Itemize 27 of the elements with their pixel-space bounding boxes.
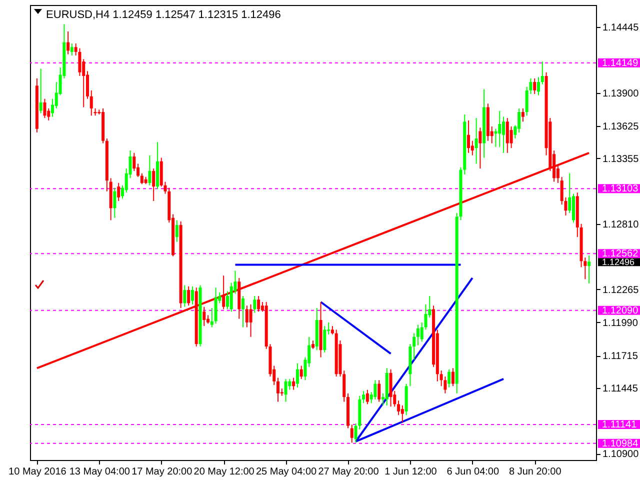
chart-title: EURUSD,H4 1.12459 1.12547 1.12315 1.12496 bbox=[46, 9, 281, 21]
ref-line-label: 1.12090 bbox=[602, 305, 639, 316]
ref-line-label: 1.11141 bbox=[602, 420, 638, 431]
y-tick-label: 1.13900 bbox=[602, 88, 640, 100]
y-tick-label: 1.13355 bbox=[602, 154, 640, 165]
ref-line-label: 1.13103 bbox=[602, 184, 639, 195]
y-tick-label: 1.14445 bbox=[602, 22, 640, 34]
x-tick-label: 25 May 04:00 bbox=[256, 466, 318, 478]
x-tick-label: 27 May 20:00 bbox=[318, 466, 380, 478]
y-tick-label: 1.11990 bbox=[602, 318, 638, 329]
y-tick-label: 1.13625 bbox=[602, 121, 640, 132]
x-tick-label: 6 Jun 04:00 bbox=[446, 466, 500, 478]
x-tick-label: 17 May 20:00 bbox=[132, 466, 193, 478]
y-tick-label: 1.12810 bbox=[602, 219, 640, 230]
x-tick-label: 20 May 12:00 bbox=[194, 466, 255, 478]
x-tick-label: 1 Jun 12:00 bbox=[384, 466, 438, 478]
x-tick-label: 8 Jun 20:00 bbox=[508, 466, 562, 478]
y-tick-label: 1.11445 bbox=[602, 383, 638, 394]
x-tick-label: 10 May 2016 bbox=[8, 466, 67, 478]
ref-line-label: 1.10984 bbox=[602, 438, 639, 450]
y-tick-label: 1.11715 bbox=[602, 351, 638, 362]
y-tick-label: 1.12265 bbox=[602, 284, 640, 296]
ref-line-label: 1.14149 bbox=[602, 58, 639, 69]
y-tick-label: 1.10900 bbox=[602, 449, 640, 460]
ref-line-label: 1.12562 bbox=[602, 248, 639, 260]
text: 1.12496 bbox=[602, 257, 635, 268]
x-tick-label: 13 May 04:00 bbox=[69, 466, 130, 478]
